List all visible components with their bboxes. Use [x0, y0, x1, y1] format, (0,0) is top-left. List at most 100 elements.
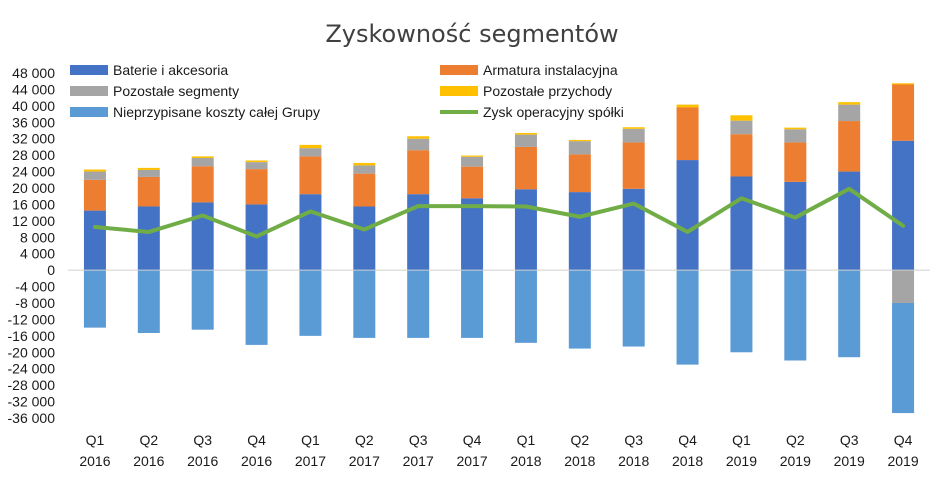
bar-pozostae-segmenty	[137, 169, 160, 177]
bar-pozostae-przychody	[892, 83, 915, 85]
bar-pozostae-segmenty	[730, 120, 753, 135]
x-category-year: 2016	[79, 453, 110, 469]
legend-swatch	[70, 86, 108, 96]
y-tick-label: -32 000	[8, 394, 56, 410]
y-tick-label: -16 000	[8, 328, 56, 344]
bar-pozostae-segmenty	[838, 104, 861, 122]
legend-label: Pozostałe przychody	[483, 83, 612, 99]
bar-baterie-i-akcesoria	[568, 192, 591, 271]
x-category-year: 2019	[726, 453, 757, 469]
bar-pozostae-przychody	[838, 102, 861, 105]
bars-layer	[83, 83, 915, 414]
legend-label: Nieprzypisane koszty całej Grupy	[113, 104, 320, 120]
bar-pozostae-przychody	[245, 160, 268, 163]
legend-swatch	[440, 65, 478, 75]
bar-nieprzypisane-koszty-caej-grupy	[676, 270, 699, 365]
x-category-year: 2018	[618, 453, 649, 469]
bar-pozostae-przychody	[299, 144, 322, 149]
x-category-quarter: Q3	[409, 432, 428, 448]
y-tick-label: -4 000	[15, 279, 55, 295]
bar-armatura-instalacyjna	[299, 156, 322, 195]
bar-pozostae-przychody	[407, 136, 430, 139]
y-tick-label: -36 000	[8, 410, 56, 426]
bar-baterie-i-akcesoria	[137, 206, 160, 271]
bar-pozostae-segmenty	[83, 171, 106, 180]
bar-baterie-i-akcesoria	[299, 194, 322, 271]
y-tick-label: 12 000	[12, 213, 55, 229]
x-axis: Q1 2016 Q2 2016 Q3 2016 Q4 2016 Q1 2017 Q2 2017 Q3 20…	[79, 432, 918, 469]
bar-nieprzypisane-koszty-caej-grupy	[407, 270, 430, 338]
legend-label: Baterie i akcesoria	[113, 62, 228, 78]
y-tick-label: -20 000	[8, 344, 56, 360]
bar-baterie-i-akcesoria	[838, 171, 861, 271]
bar-baterie-i-akcesoria	[892, 140, 915, 271]
x-category-quarter: Q4	[247, 432, 266, 448]
y-tick-label: 4 000	[20, 246, 55, 262]
x-category-quarter: Q2	[139, 432, 158, 448]
bar-armatura-instalacyjna	[83, 179, 106, 211]
bar-pozostae-przychody	[568, 139, 591, 142]
bar-pozostae-przychody	[461, 155, 484, 157]
line-series-layer	[92, 186, 906, 239]
bar-baterie-i-akcesoria	[784, 181, 807, 271]
x-category-quarter: Q2	[355, 432, 374, 448]
y-tick-label: 40 000	[12, 98, 55, 114]
x-category-year: 2019	[887, 453, 918, 469]
bar-armatura-instalacyjna	[838, 121, 861, 172]
bar-baterie-i-akcesoria	[461, 198, 484, 271]
x-category-quarter: Q2	[570, 432, 589, 448]
legend-item-armatura-instalacyjna: Armatura instalacyjna	[440, 62, 618, 78]
x-category-year: 2017	[403, 453, 434, 469]
bar-armatura-instalacyjna	[137, 176, 160, 207]
bar-nieprzypisane-koszty-caej-grupy	[461, 270, 484, 338]
bar-armatura-instalacyjna	[676, 107, 699, 161]
y-tick-label: -12 000	[8, 311, 56, 327]
bar-pozostae-przychody	[676, 104, 699, 108]
bar-pozostae-segmenty	[622, 128, 645, 143]
chart-legend: Baterie i akcesoria Armatura instalacyjna…	[70, 62, 624, 120]
bar-nieprzypisane-koszty-caej-grupy	[191, 270, 214, 330]
x-category-quarter: Q3	[840, 432, 859, 448]
legend-swatch	[440, 86, 478, 96]
x-category-quarter: Q4	[894, 432, 913, 448]
bar-nieprzypisane-koszty-caej-grupy	[622, 270, 645, 347]
bar-pozostae-segmenty	[892, 270, 915, 303]
x-category-quarter: Q1	[732, 432, 751, 448]
x-category-year: 2018	[564, 453, 595, 469]
bar-pozostae-przychody	[83, 169, 106, 172]
bar-armatura-instalacyjna	[353, 173, 376, 207]
y-tick-label: 44 000	[12, 81, 55, 97]
x-category-quarter: Q1	[86, 432, 105, 448]
bar-pozostae-przychody	[730, 115, 753, 121]
legend-label: Pozostałe segmenty	[113, 83, 239, 99]
bar-pozostae-przychody	[191, 156, 214, 159]
legend-item-pozostae-segmenty: Pozostałe segmenty	[70, 83, 239, 99]
x-category-quarter: Q3	[624, 432, 643, 448]
bar-baterie-i-akcesoria	[676, 160, 699, 271]
x-category-year: 2016	[187, 453, 218, 469]
x-category-quarter: Q3	[193, 432, 212, 448]
x-category-year: 2018	[672, 453, 703, 469]
bar-armatura-instalacyjna	[730, 134, 753, 177]
y-tick-label: 28 000	[12, 147, 55, 163]
bar-armatura-instalacyjna	[784, 142, 807, 182]
bar-pozostae-przychody	[137, 167, 160, 170]
bar-baterie-i-akcesoria	[353, 206, 376, 271]
bar-armatura-instalacyjna	[407, 150, 430, 195]
bar-pozostae-przychody	[514, 132, 537, 135]
bar-armatura-instalacyjna	[245, 169, 268, 205]
y-tick-label: 20 000	[12, 180, 55, 196]
legend-label: Armatura instalacyjna	[483, 62, 618, 78]
bar-baterie-i-akcesoria	[622, 188, 645, 271]
legend-label: Zysk operacyjny spółki	[483, 104, 624, 120]
bar-baterie-i-akcesoria	[191, 202, 214, 271]
bar-pozostae-segmenty	[245, 162, 268, 170]
bar-pozostae-przychody	[784, 127, 807, 130]
x-category-year: 2017	[456, 453, 487, 469]
bar-pozostae-segmenty	[784, 129, 807, 143]
bar-pozostae-segmenty	[353, 165, 376, 174]
y-tick-label: 36 000	[12, 114, 55, 130]
x-category-quarter: Q4	[463, 432, 482, 448]
bar-pozostae-przychody	[622, 127, 645, 129]
